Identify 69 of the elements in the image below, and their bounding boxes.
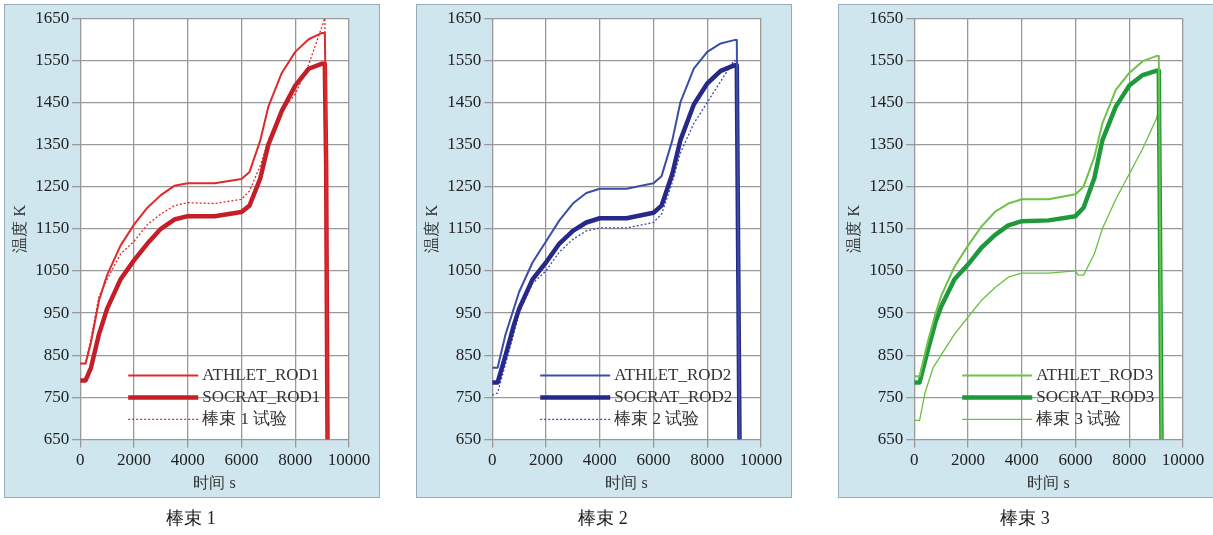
legend-label: ATHLET_ROD2 <box>614 364 732 384</box>
y-tick-label: 1150 <box>447 218 482 238</box>
x-tick-label: 0 <box>909 450 919 470</box>
x-tick-label: 4000 <box>582 450 617 470</box>
y-tick-label: 850 <box>455 344 482 364</box>
y-tick-label: 1250 <box>447 176 482 196</box>
y-tick-label: 1550 <box>35 49 70 69</box>
x-tick-label: 2000 <box>528 450 563 470</box>
y-tick-label: 1250 <box>35 176 70 196</box>
y-tick-label: 1150 <box>869 218 904 238</box>
legend-label: ATHLET_ROD3 <box>1036 364 1154 384</box>
y-tick-label: 750 <box>43 386 70 406</box>
legend-label: 棒束 3 试验 <box>1036 408 1122 428</box>
x-tick-label: 4000 <box>170 450 205 470</box>
y-tick-label: 850 <box>43 344 70 364</box>
x-tick-label: 2000 <box>950 450 985 470</box>
y-tick-label: 1050 <box>869 260 904 280</box>
y-tick-label: 1150 <box>35 218 70 238</box>
y-tick-label: 1050 <box>447 260 482 280</box>
x-tick-label: 10000 <box>739 450 783 470</box>
y-axis-title: 温度 K <box>422 204 440 253</box>
x-tick-label: 10000 <box>327 450 371 470</box>
x-tick-label: 10000 <box>1161 450 1205 470</box>
y-tick-label: 650 <box>455 428 482 448</box>
y-tick-label: 750 <box>877 386 904 406</box>
y-tick-label: 1550 <box>447 49 482 69</box>
x-axis-title: 时间 s <box>605 473 648 491</box>
legend-label: 棒束 1 试验 <box>202 408 288 428</box>
y-axis-title: 温度 K <box>10 204 28 253</box>
x-tick-label: 2000 <box>116 450 151 470</box>
y-axis-title: 温度 K <box>844 204 862 253</box>
text: 棒束 1 <box>165 507 217 530</box>
text: 棒束 3 <box>999 507 1051 530</box>
x-axis-title: 时间 s <box>1027 473 1070 491</box>
y-tick-label: 750 <box>455 386 482 406</box>
y-tick-label: 650 <box>877 428 904 448</box>
y-tick-label: 1350 <box>35 134 70 154</box>
x-tick-label: 0 <box>75 450 85 470</box>
y-tick-label: 1450 <box>447 91 482 111</box>
legend-label: SOCRAT_ROD1 <box>202 386 321 406</box>
x-axis-title: 时间 s <box>193 473 236 491</box>
text: 棒束 2 <box>577 507 629 530</box>
y-tick-label: 1350 <box>447 134 482 154</box>
y-tick-label: 1650 <box>447 7 482 27</box>
x-tick-label: 6000 <box>636 450 671 470</box>
y-tick-label: 1250 <box>869 176 904 196</box>
y-tick-label: 950 <box>455 302 482 322</box>
x-tick-label: 6000 <box>1058 450 1093 470</box>
y-tick-label: 1550 <box>869 49 904 69</box>
y-tick-label: 1450 <box>35 91 70 111</box>
y-tick-label: 1650 <box>35 7 70 27</box>
y-tick-label: 1050 <box>35 260 70 280</box>
x-tick-label: 8000 <box>690 450 725 470</box>
legend-label: 棒束 2 试验 <box>614 408 700 428</box>
legend-label: SOCRAT_ROD2 <box>614 386 733 406</box>
y-tick-label: 650 <box>43 428 70 448</box>
legend-label: ATHLET_ROD1 <box>202 364 320 384</box>
y-tick-label: 1450 <box>869 91 904 111</box>
y-tick-label: 950 <box>43 302 70 322</box>
y-tick-label: 1350 <box>869 134 904 154</box>
y-tick-label: 950 <box>877 302 904 322</box>
x-tick-label: 8000 <box>1112 450 1147 470</box>
y-tick-label: 850 <box>877 344 904 364</box>
y-tick-label: 1650 <box>869 7 904 27</box>
x-tick-label: 6000 <box>224 450 259 470</box>
x-tick-label: 8000 <box>278 450 313 470</box>
x-tick-label: 0 <box>487 450 497 470</box>
legend-label: SOCRAT_ROD3 <box>1036 386 1155 406</box>
x-tick-label: 4000 <box>1004 450 1039 470</box>
